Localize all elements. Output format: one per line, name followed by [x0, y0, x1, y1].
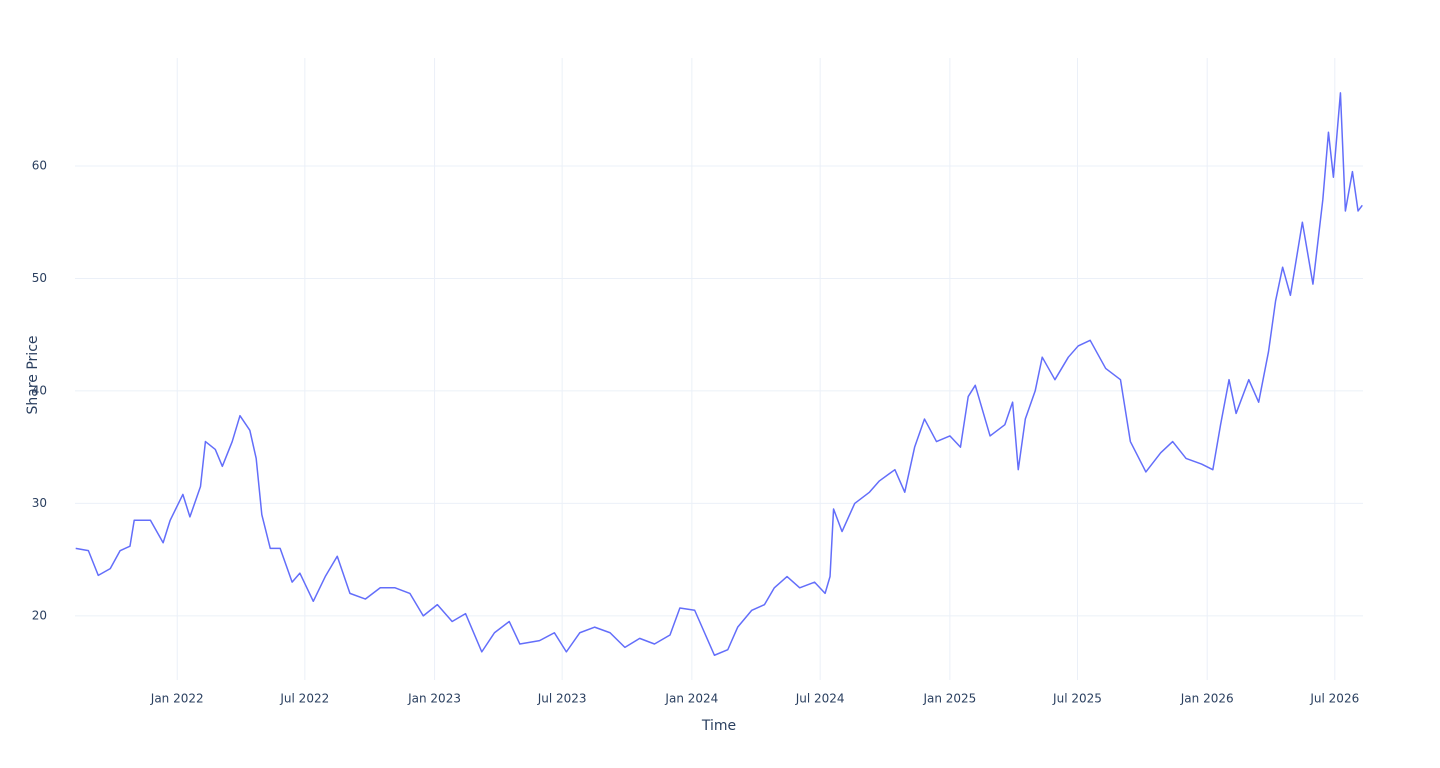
x-tick-label: Jan 2023 [407, 692, 461, 706]
price-line [75, 92, 1363, 656]
x-tick-label: Jul 2022 [279, 692, 329, 706]
x-tick-label: Jul 2025 [1052, 692, 1102, 706]
x-axis-title: Time [701, 718, 736, 734]
y-tick-label: 40 [32, 383, 47, 397]
x-tick-label: Jan 2025 [922, 692, 976, 706]
x-tick-label: Jan 2024 [664, 692, 718, 706]
y-axis-title: Share Price [25, 335, 41, 414]
y-tick-label: 60 [32, 158, 47, 172]
grid [75, 58, 1363, 680]
y-tick-label: 20 [32, 608, 47, 622]
x-tick-label: Jan 2022 [150, 692, 204, 706]
x-tick-label: Jan 2026 [1180, 692, 1234, 706]
x-tick-label: Jul 2024 [795, 692, 845, 706]
y-tick-label: 50 [32, 271, 47, 285]
x-tick-label: Jul 2026 [1309, 692, 1359, 706]
x-tick-label: Jul 2023 [537, 692, 587, 706]
y-tick-label: 30 [32, 496, 47, 510]
